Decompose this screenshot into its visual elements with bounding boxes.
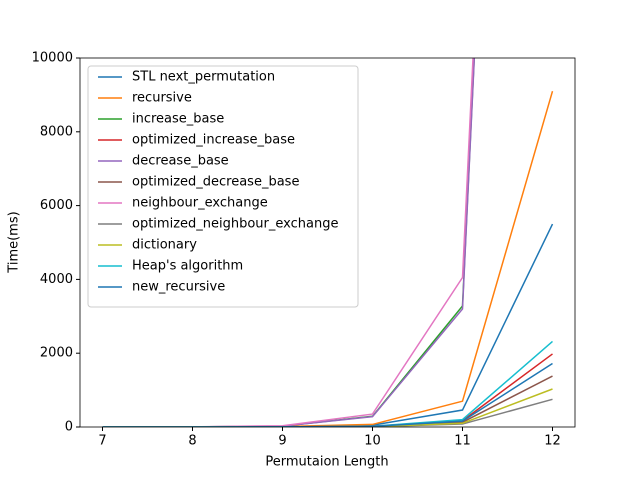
legend-label: Heap's algorithm — [132, 259, 243, 274]
y-tick-label: 2000 — [40, 346, 73, 361]
legend-label: optimized_decrease_base — [132, 175, 299, 190]
legend-label: decrease_base — [132, 154, 229, 169]
y-tick-label: 0 — [65, 420, 73, 435]
legend-label: recursive — [132, 91, 192, 106]
legend-label: optimized_increase_base — [132, 133, 295, 148]
x-tick-label: 12 — [544, 434, 561, 449]
legend-label: new_recursive — [132, 280, 225, 295]
legend-label: optimized_neighbour_exchange — [132, 217, 338, 232]
legend-label: neighbour_exchange — [132, 196, 268, 211]
y-axis-label: Time(ms) — [7, 211, 22, 273]
x-tick-label: 9 — [278, 434, 286, 449]
y-tick-label: 10000 — [32, 51, 73, 66]
y-tick-label: 6000 — [40, 198, 73, 213]
y-tick-label: 4000 — [40, 272, 73, 287]
y-tick-label: 8000 — [40, 124, 73, 139]
x-tick-label: 7 — [98, 434, 106, 449]
legend-label: STL next_permutation — [132, 70, 275, 85]
legend-label: increase_base — [132, 112, 224, 127]
legend-box — [87, 65, 359, 308]
legend-label: dictionary — [132, 238, 197, 253]
x-tick-label: 8 — [188, 434, 196, 449]
plot-frame — [79, 57, 576, 428]
x-axis-label: Permutaion Length — [265, 455, 388, 470]
x-tick-label: 11 — [454, 434, 471, 449]
x-tick-label: 10 — [364, 434, 381, 449]
